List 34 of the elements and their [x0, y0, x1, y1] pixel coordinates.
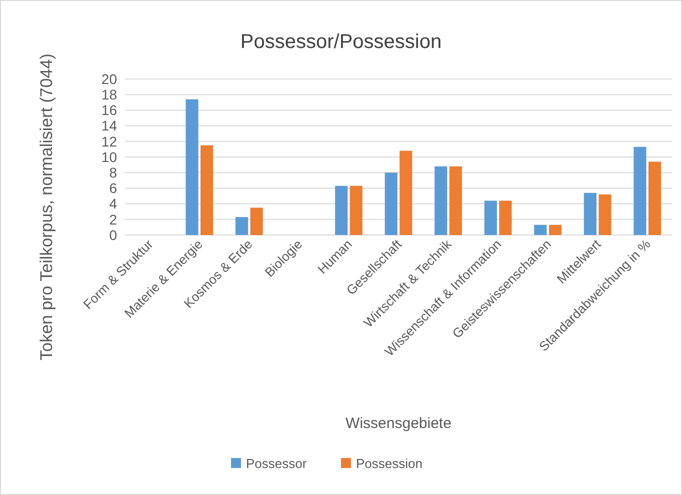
legend-label: Possession: [356, 456, 422, 471]
bar: [434, 166, 448, 235]
bar: [484, 200, 497, 235]
bar: [499, 200, 512, 235]
bar: [449, 166, 462, 235]
x-axis-title: Wissensgebiete: [346, 415, 452, 432]
bar: [250, 208, 263, 235]
y-tick-label: 0: [109, 226, 118, 243]
y-tick-label: 4: [109, 196, 118, 212]
y-tick-label: 14: [101, 118, 118, 134]
chart-title: Possessor/Possession: [240, 31, 442, 53]
legend-label: Possessor: [246, 456, 308, 471]
y-axis-title: Token pro Teilkorpus, normalisiert (7044): [37, 54, 56, 360]
bar: [186, 99, 198, 235]
y-tick-label: 12: [101, 133, 118, 150]
y-tick-label: 8: [109, 164, 118, 180]
bar: [634, 146, 646, 235]
bar: [384, 172, 398, 235]
bar: [598, 194, 612, 235]
bar: [534, 224, 547, 235]
bar: [548, 224, 562, 235]
bar: [584, 192, 596, 235]
bar: [200, 145, 214, 235]
y-tick-label: 20: [101, 70, 118, 87]
y-tick-label: 18: [101, 86, 118, 102]
bar: [648, 162, 662, 235]
bar: [350, 186, 362, 235]
y-tick-label: 10: [101, 148, 118, 165]
bar: [335, 186, 348, 235]
y-tick-label: 6: [109, 180, 118, 196]
bar: [235, 217, 248, 235]
y-tick-label: 2: [109, 211, 118, 228]
bar: [400, 150, 412, 235]
y-tick-label: 16: [101, 102, 118, 118]
